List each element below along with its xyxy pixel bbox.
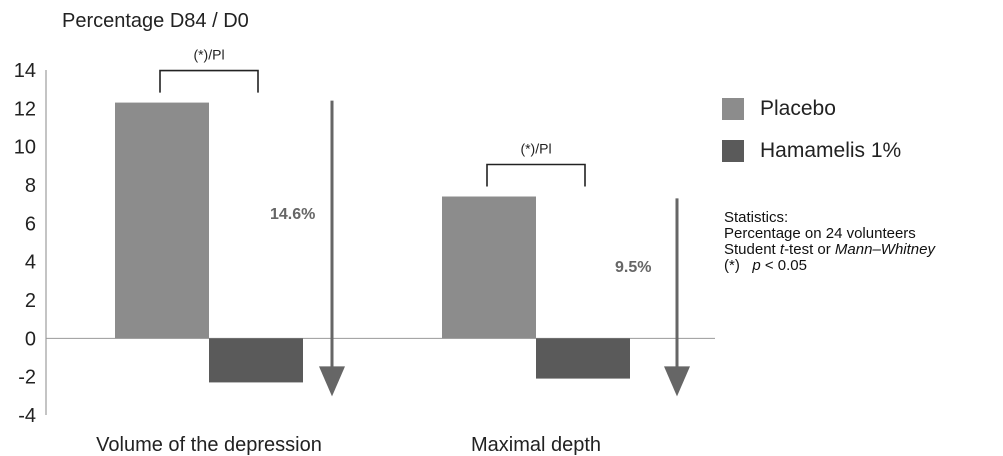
bar-placebo — [115, 102, 209, 339]
legend-swatch-placebo — [722, 98, 744, 120]
statistics-p-suffix: < 0.05 — [760, 257, 807, 274]
legend: Placebo Hamamelis 1% — [722, 96, 901, 180]
significance-label: (*)/Pl — [520, 141, 551, 157]
y-tick-label: -4 — [18, 405, 36, 427]
reduction-label: 9.5% — [615, 259, 651, 276]
statistics-test-t: t — [779, 241, 785, 258]
statistics-test-mann-whitney: Mann–Whitney — [834, 241, 935, 258]
reduction-label: 14.6% — [270, 206, 315, 223]
significance-bracket — [159, 69, 259, 93]
y-axis-title: Percentage D84 / D0 — [62, 10, 249, 32]
statistics-test-prefix: Student — [724, 241, 780, 258]
legend-item-placebo: Placebo — [722, 96, 901, 122]
y-tick-label: 10 — [14, 137, 36, 159]
x-category-label: Volume of the depression — [96, 434, 322, 456]
y-tick-label: 14 — [14, 60, 36, 82]
y-tick-label: 4 — [25, 252, 36, 274]
statistics-volunteers: Percentage on 24 volunteers — [724, 225, 916, 242]
bar-hamamelis — [209, 338, 303, 383]
legend-item-hamamelis: Hamamelis 1% — [722, 138, 901, 164]
reduction-arrow-head — [664, 366, 690, 397]
bar-hamamelis — [536, 338, 630, 379]
legend-label-placebo: Placebo — [760, 97, 836, 120]
significance-label: (*)/Pl — [193, 47, 224, 63]
statistics-test-mid: -test or — [784, 241, 835, 258]
y-tick-label: 2 — [25, 290, 36, 312]
y-tick-label: 0 — [25, 328, 36, 350]
statistics-note: Statistics: Percentage on 24 volunteers … — [724, 210, 935, 274]
y-tick-label: 8 — [25, 175, 36, 197]
statistics-test: Student t-test or Mann–Whitney — [724, 242, 935, 258]
statistics-p-italic: p — [752, 257, 761, 274]
bar-placebo — [442, 196, 536, 339]
y-tick-label: 6 — [25, 213, 36, 235]
y-tick-label: -2 — [18, 367, 36, 389]
legend-swatch-hamamelis — [722, 140, 744, 162]
legend-label-hamamelis: Hamamelis 1% — [760, 139, 902, 162]
statistics-p-prefix: (*) — [724, 257, 753, 274]
x-category-label: Maximal depth — [471, 434, 601, 456]
y-tick-label: 12 — [14, 98, 36, 120]
significance-bracket — [486, 163, 586, 187]
reduction-arrow-head — [319, 366, 345, 397]
statistics-title: Statistics: — [724, 209, 789, 226]
statistics-pvalue: (*) p < 0.05 — [724, 258, 935, 274]
